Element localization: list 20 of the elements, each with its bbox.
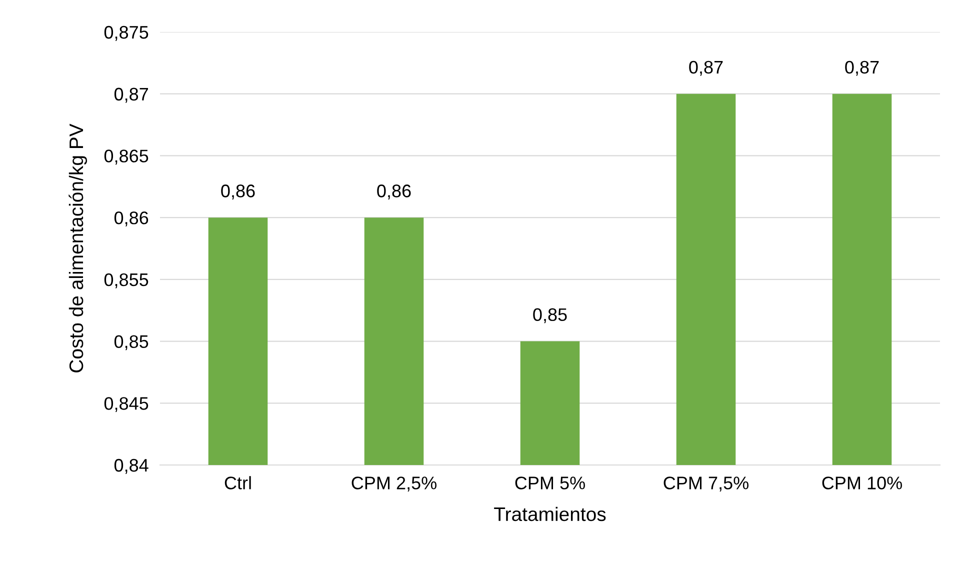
y-tick-label: 0,855 — [104, 273, 148, 288]
y-axis-title: Costo de alimentación/kg PV — [68, 124, 88, 372]
y-tick-label: 0,845 — [104, 397, 148, 412]
data-label: 0,85 — [533, 308, 567, 324]
data-label: 0,86 — [221, 184, 255, 200]
x-tick-label: CPM 2,5% — [352, 476, 437, 492]
x-tick-label: Ctrl — [224, 476, 251, 490]
y-tick-label: 0,86 — [114, 212, 148, 226]
y-tick-label: 0,87 — [114, 88, 148, 103]
data-label: 0,87 — [689, 60, 723, 76]
y-tick-label: 0,865 — [104, 150, 148, 165]
data-label: 0,86 — [377, 184, 411, 200]
y-tick-label: 0,84 — [114, 458, 148, 474]
data-label: 0,87 — [845, 60, 879, 76]
y-tick-label: 0,85 — [114, 335, 148, 350]
y-tick-label: 0,875 — [104, 26, 148, 41]
x-tick-label: CPM 7,5% — [664, 476, 749, 492]
x-tick-label: CPM 5% — [515, 476, 585, 490]
x-tick-label: CPM 10% — [822, 476, 902, 490]
x-axis-title: Tratamientos — [494, 506, 606, 522]
